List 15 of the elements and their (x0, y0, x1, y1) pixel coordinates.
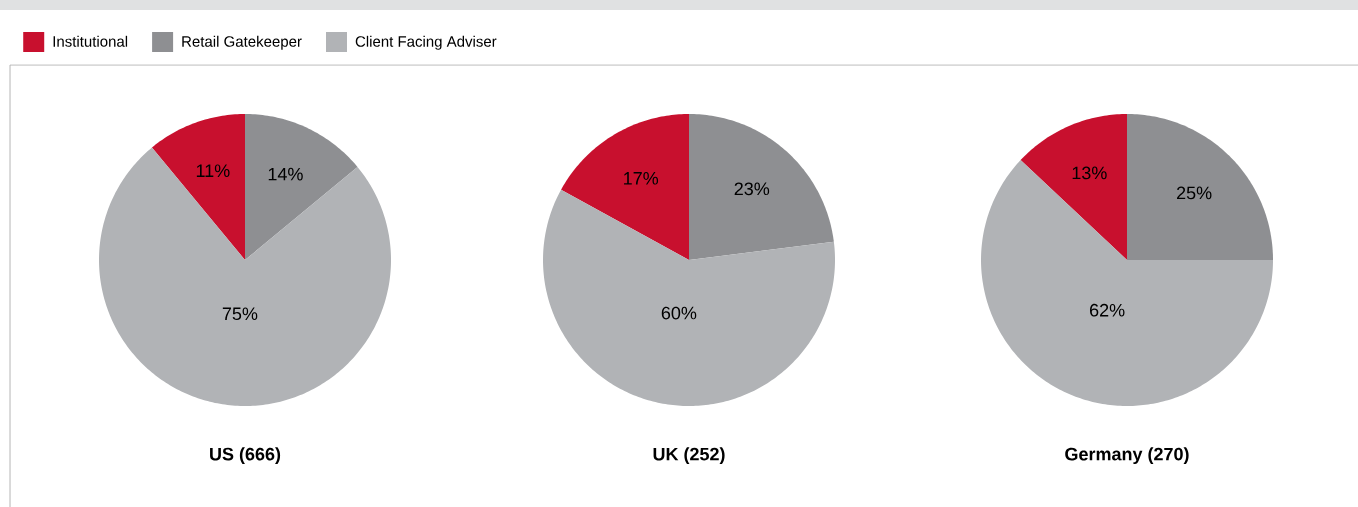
data-label: 17% (624, 172, 659, 185)
data-label: 14% (268, 167, 303, 181)
data-label: 25% (1177, 186, 1212, 200)
legend-label: Institutional (53, 35, 128, 47)
text: Germany (270) (1065, 447, 1189, 465)
data-label: 13% (1072, 166, 1107, 180)
legend-label: Retail Gatekeeper (182, 35, 302, 50)
data-label: 60% (661, 306, 697, 320)
data-label: 11% (196, 164, 230, 178)
data-label: 62% (1090, 303, 1125, 317)
data-label: 23% (734, 182, 770, 196)
data-label: 75% (222, 307, 258, 321)
text: UK (252) (653, 447, 725, 465)
text: US (666) (210, 447, 281, 465)
legend-label: Client Facing Adviser (355, 35, 497, 50)
